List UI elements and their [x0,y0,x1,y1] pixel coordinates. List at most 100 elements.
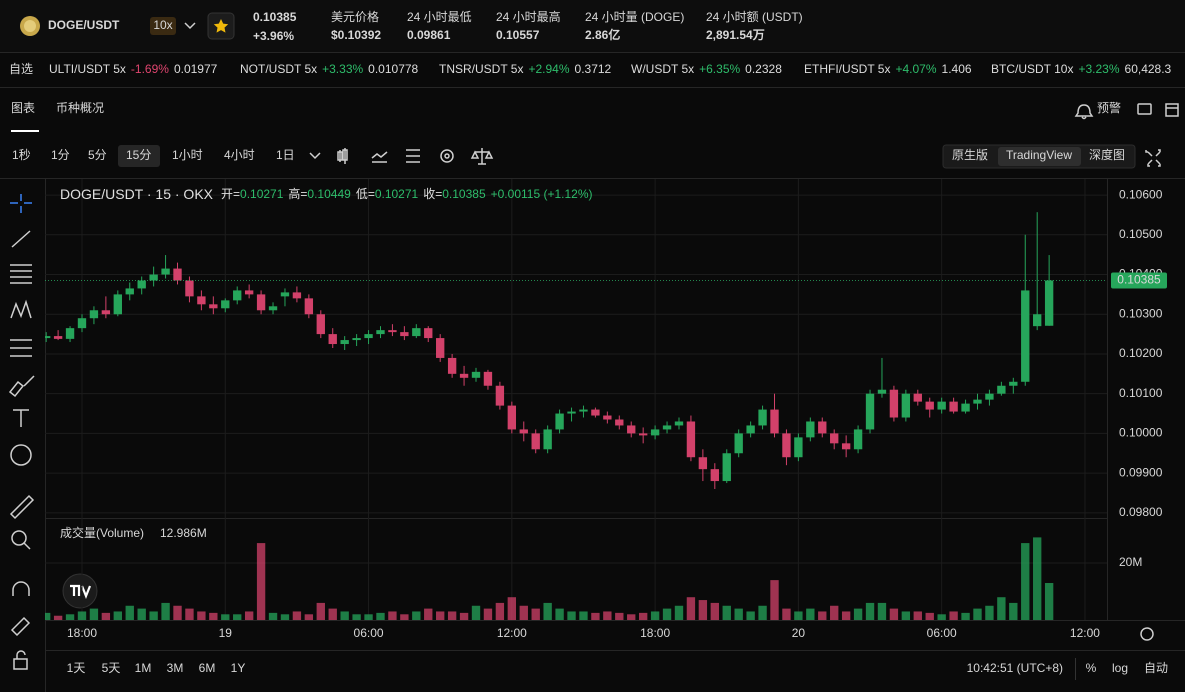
x-tick-label: 12:00 [497,626,527,640]
legend-key: 收= [423,187,442,201]
range-button[interactable]: 1M [135,661,152,675]
range-button[interactable]: 1天 [67,661,86,675]
tab[interactable]: 图表 [11,101,35,115]
volume-bar [173,605,182,620]
candle-body [925,401,934,410]
ticker-item[interactable]: BTC/USDT 10x +3.23% 60,428.3 [991,62,1172,76]
candle-body [531,433,540,450]
interval[interactable]: 1小时 [172,148,203,162]
interval[interactable]: 15分 [126,148,151,162]
ticker-item[interactable]: ETHFI/USDT 5x +4.07% 1.406 [804,62,972,76]
interval[interactable]: 1分 [51,148,70,162]
interval[interactable]: 1秒 [12,148,31,162]
candle-body [292,292,302,299]
ticker-item[interactable]: ULTI/USDT 5x -1.69% 0.01977 [49,62,218,76]
volume-bar [603,611,612,620]
settings-icon[interactable] [440,149,454,163]
range-button[interactable]: 3M [167,661,184,675]
volume-bar [865,602,875,620]
volume-bar [149,611,158,620]
brush-tool[interactable] [8,375,35,398]
volume-bar [340,611,349,620]
magnet-tool[interactable] [12,581,30,596]
lock-draw-tool[interactable] [10,616,31,637]
compare-icon[interactable] [470,148,494,165]
tv-logo [70,584,92,599]
ticker-item[interactable]: TNSR/USDT 5x +2.94% 0.3712 [439,62,612,76]
crosshair-tool[interactable] [10,194,32,213]
candle-body [758,409,767,426]
zoom-tool[interactable] [11,530,27,546]
line-tool[interactable] [11,230,31,248]
ticker-pair: NOT/USDT 5x [240,62,317,76]
candle-body [244,290,254,295]
fib-tool[interactable] [10,264,32,284]
fullscreen-icon[interactable] [1145,149,1161,167]
auto-toggle[interactable]: 自动 [1144,661,1168,675]
ticker-price: 60,428.3 [1125,62,1172,76]
candle-body [65,328,75,339]
candle-body [961,403,970,412]
volume-bar [889,608,899,620]
pattern-tool[interactable] [10,299,32,319]
volume-bar [806,608,815,620]
lock-tool[interactable] [13,658,28,670]
volume-bar [818,611,827,620]
plot-area [45,179,1107,620]
log-toggle[interactable]: log [1112,661,1128,675]
price-tag [1111,272,1167,289]
ruler-tool[interactable] [9,494,35,520]
alert-icon[interactable] [1074,104,1094,120]
candle-body [125,288,134,295]
template-icon[interactable] [406,149,420,163]
layout-icon[interactable] [1137,103,1152,115]
candle-body [662,425,672,430]
panel-icon[interactable] [1165,103,1179,117]
range-button[interactable]: 5天 [102,661,121,675]
settings-icon[interactable] [444,153,450,159]
dropdown-icon[interactable] [184,22,196,30]
axis-settings-icon[interactable] [1140,627,1154,641]
volume-bar [961,612,970,620]
ticker-item[interactable]: NOT/USDT 5x +3.33% 0.010778 [240,62,419,76]
text-tool[interactable] [13,409,29,427]
ticker-pair: TNSR/USDT 5x [439,62,523,76]
projection-tool[interactable] [10,339,32,357]
candle-body [853,429,863,450]
view-option[interactable]: TradingView [1006,148,1072,162]
ticker-item[interactable]: W/USDT 5x +6.35% 0.2328 [631,62,782,76]
candle-body [627,425,636,434]
alert[interactable]: 预警 [1097,100,1121,115]
range-button[interactable]: 6M [199,661,216,675]
volume-bar [53,615,63,620]
indicator-icon[interactable] [371,151,388,163]
view-option[interactable]: 深度图 [1089,147,1125,162]
zoom-tool[interactable] [23,542,31,550]
range-button[interactable]: 1Y [231,661,246,675]
volume-bar [352,614,361,620]
candle-body [794,437,803,458]
dropdown-icon[interactable] [309,152,321,160]
candle-body [1009,381,1018,386]
lock-tool[interactable] [16,650,26,659]
stat-value: 2,891.54万 [706,28,765,42]
percent-toggle[interactable]: % [1086,661,1097,675]
view-option[interactable]: 原生版 [952,148,988,162]
candle-body [1044,280,1054,326]
interval[interactable]: 5分 [88,148,107,162]
candle-body [89,310,99,319]
volume-bar [710,602,719,620]
volume-bar [734,608,743,620]
y-tick-label: 0.10000 [1119,426,1163,440]
volume-bar [650,611,660,620]
interval[interactable]: 4小时 [224,148,255,162]
volume-bar [746,611,755,620]
interval[interactable]: 1日 [276,148,295,162]
tab[interactable]: 币种概况 [56,101,104,115]
legend-change: +0.00115 (+1.12%) [491,187,593,201]
volume-bar [459,612,469,620]
candle-type-icon[interactable] [337,148,348,164]
ticker-price: 1.406 [942,62,972,76]
emoji-tool[interactable] [10,444,32,466]
